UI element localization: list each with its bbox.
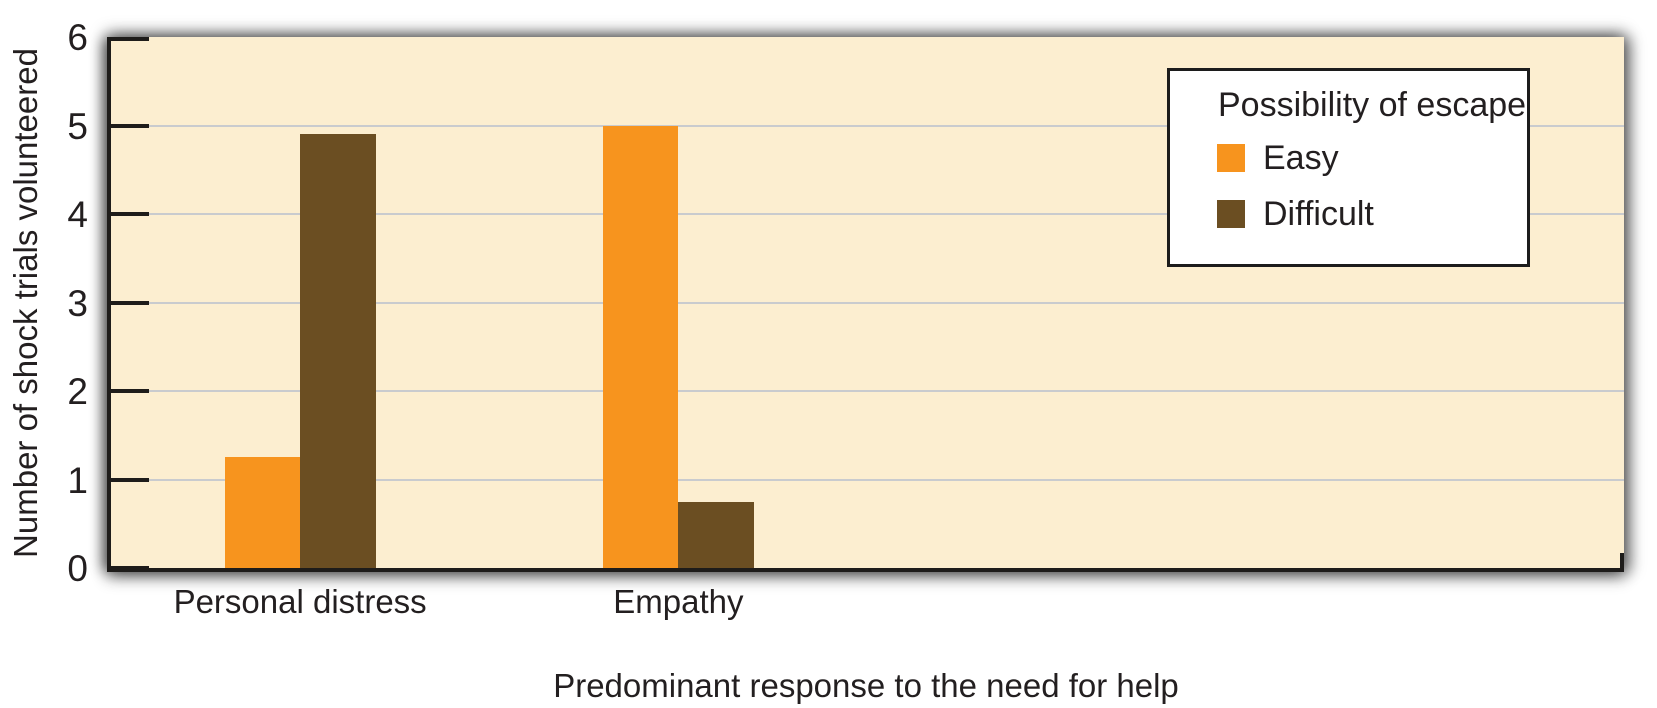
gridline-y5 [111, 124, 1624, 127]
y-axis-tick-y2 [111, 389, 149, 393]
legend-label-easy: Easy [1263, 139, 1339, 177]
y-tick-label-6: 6 [67, 17, 88, 58]
y-axis-tick-y5 [111, 123, 149, 128]
y-axis-tick-y3 [111, 300, 149, 305]
axis-corner-stub [1620, 553, 1624, 568]
y-tick-label-5: 5 [67, 105, 88, 147]
legend-swatch-easy [1217, 144, 1245, 172]
gridline-y2 [111, 390, 1624, 392]
y-tick-label-2: 2 [67, 371, 88, 412]
y-axis-tick-y1 [111, 477, 149, 482]
bar-personal-distress-easy [224, 457, 301, 568]
legend-item-easy: Easy [1217, 141, 1339, 175]
gridline-y1 [111, 478, 1624, 481]
legend-title: Possibility of escape [1218, 86, 1527, 124]
y-tick-label-0: 0 [67, 548, 88, 589]
y-tick-label-1: 1 [67, 459, 88, 501]
legend-label-difficult: Difficult [1263, 195, 1374, 233]
legend: Possibility of escape Easy Difficult [1167, 68, 1530, 267]
y-axis-tick-y6 [111, 37, 149, 41]
legend-item-difficult: Difficult [1217, 197, 1374, 231]
y-tick-label-3: 3 [67, 282, 88, 324]
bar-personal-distress-difficult [300, 134, 376, 568]
gridline-y4 [111, 213, 1624, 215]
x-axis-title: Predominant response to the need for hel… [553, 667, 1179, 704]
bar-empathy-difficult [678, 501, 754, 568]
gridline-y3 [111, 301, 1624, 304]
category-label-empathy: Empathy [613, 583, 744, 620]
y-axis-tick-y0 [111, 566, 149, 570]
y-axis-tick-y4 [111, 212, 149, 216]
category-label-personal-distress: Personal distress [173, 583, 427, 620]
y-tick-label-4: 4 [67, 194, 88, 235]
legend-swatch-difficult [1217, 200, 1245, 228]
bar-empathy-easy [602, 125, 679, 568]
